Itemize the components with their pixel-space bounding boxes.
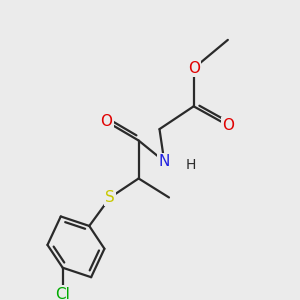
Text: N: N	[159, 154, 170, 169]
Text: O: O	[222, 118, 234, 133]
Text: Cl: Cl	[55, 287, 70, 300]
Text: S: S	[105, 190, 115, 205]
Text: O: O	[188, 61, 200, 76]
Text: O: O	[100, 114, 112, 129]
Text: H: H	[186, 158, 196, 172]
